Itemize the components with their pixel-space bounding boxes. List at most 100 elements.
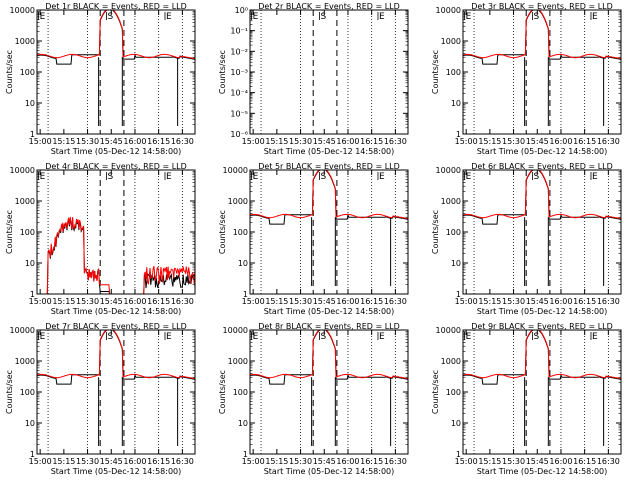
x-tick-label: 15:00 <box>29 137 52 146</box>
event-marker-label: E <box>379 332 385 342</box>
event-marker-label: S <box>108 332 114 342</box>
y-tick-label: 10 <box>25 419 35 428</box>
event-marker-label: S <box>321 172 327 182</box>
x-tick-label: 15:45 <box>526 137 549 146</box>
event-marker-label: S <box>108 172 114 182</box>
y-tick-label: 10 <box>25 259 35 268</box>
x-axis-label: Start Time (05-Dec-12 14:58:00) <box>51 467 182 476</box>
event-marker-label: E <box>592 332 598 342</box>
x-tick-label: 16:00 <box>336 297 359 306</box>
y-tick-label: 10000 <box>10 166 35 175</box>
x-tick-label: 16:30 <box>384 137 407 146</box>
y-axis-label: Counts/sec <box>5 210 14 254</box>
event-marker-label: E <box>592 12 598 22</box>
y-axis-label: Counts/sec <box>431 50 440 94</box>
x-tick-label: 16:30 <box>384 297 407 306</box>
x-tick-label: 16:00 <box>123 297 146 306</box>
y-axis-label: Counts/sec <box>218 370 227 414</box>
x-tick-label: 16:00 <box>123 457 146 466</box>
series-line-lld <box>250 330 408 380</box>
plot-frame <box>249 169 409 295</box>
x-tick-label: 16:15 <box>147 297 170 306</box>
x-tick-label: 16:30 <box>597 457 620 466</box>
x-tick-label: 16:30 <box>384 457 407 466</box>
plot-frame <box>249 329 409 455</box>
x-tick-label: 15:45 <box>526 297 549 306</box>
y-tick-label: 10 <box>451 259 461 268</box>
x-tick-label: 15:45 <box>313 457 336 466</box>
x-tick-label: 16:00 <box>549 297 572 306</box>
event-marker-label: E <box>253 12 259 22</box>
event-marker-label: E <box>40 172 46 182</box>
event-marker-label: E <box>592 172 598 182</box>
x-tick-label: 15:00 <box>242 297 265 306</box>
x-tick-label: 16:15 <box>573 137 596 146</box>
x-tick-label: 16:15 <box>360 297 383 306</box>
x-tick-label: 15:15 <box>265 457 288 466</box>
x-tick-label: 15:30 <box>502 137 525 146</box>
x-tick-label: 16:30 <box>597 297 620 306</box>
series-line-lld <box>37 10 195 60</box>
y-tick-label: 1 <box>243 450 248 459</box>
x-tick-label: 15:30 <box>289 297 312 306</box>
x-tick-label: 16:30 <box>597 137 620 146</box>
x-tick-label: 15:15 <box>52 457 75 466</box>
series-line-lld <box>463 10 621 60</box>
chart-title: Det 8r BLACK = Events, RED = LLD <box>258 322 400 331</box>
y-tick-label: 1 <box>30 450 35 459</box>
y-tick-label: 10 <box>238 419 248 428</box>
series-line-lld <box>250 170 408 220</box>
y-tick-label: 100 <box>20 228 35 237</box>
plot-frame <box>249 9 409 135</box>
x-tick-label: 15:15 <box>265 137 288 146</box>
series-line-lld <box>37 216 195 294</box>
y-tick-label: 10⁻⁵ <box>230 109 248 118</box>
event-marker-label: E <box>40 12 46 22</box>
x-tick-label: 16:30 <box>171 297 194 306</box>
y-tick-label: 10⁰ <box>235 6 248 15</box>
x-tick-label: 15:15 <box>478 457 501 466</box>
y-tick-label: 1000 <box>441 357 461 366</box>
x-tick-label: 16:15 <box>360 457 383 466</box>
event-marker-label: S <box>321 332 327 342</box>
chart-title: Det 4r BLACK = Events, RED = LLD <box>45 162 187 171</box>
y-tick-label: 10⁻⁴ <box>230 89 248 98</box>
event-marker-label: E <box>466 332 472 342</box>
y-tick-label: 10 <box>451 99 461 108</box>
y-axis-label: Counts/sec <box>431 210 440 254</box>
y-tick-label: 10000 <box>10 6 35 15</box>
x-tick-label: 16:00 <box>123 137 146 146</box>
x-tick-label: 15:00 <box>455 457 478 466</box>
x-tick-label: 15:45 <box>526 457 549 466</box>
x-tick-label: 15:30 <box>502 297 525 306</box>
x-tick-label: 15:30 <box>76 297 99 306</box>
event-marker-label: S <box>321 12 327 22</box>
x-tick-label: 16:00 <box>549 457 572 466</box>
x-axis-label: Start Time (05-Dec-12 14:58:00) <box>51 147 182 156</box>
event-marker-label: S <box>534 12 540 22</box>
x-tick-label: 15:00 <box>455 297 478 306</box>
x-tick-label: 15:15 <box>52 137 75 146</box>
x-tick-label: 15:30 <box>289 457 312 466</box>
event-marker-label: E <box>166 172 172 182</box>
y-tick-label: 10000 <box>436 326 461 335</box>
y-tick-label: 1 <box>456 450 461 459</box>
y-tick-label: 100 <box>233 388 248 397</box>
plot-frame <box>36 9 196 135</box>
x-tick-label: 15:30 <box>289 137 312 146</box>
x-tick-label: 15:15 <box>52 297 75 306</box>
x-tick-label: 15:15 <box>265 297 288 306</box>
x-tick-label: 15:00 <box>29 297 52 306</box>
x-axis-label: Start Time (05-Dec-12 14:58:00) <box>264 147 395 156</box>
y-tick-label: 1 <box>30 290 35 299</box>
y-tick-label: 10⁻¹ <box>230 27 248 36</box>
x-tick-label: 16:15 <box>147 457 170 466</box>
event-marker-label: E <box>166 12 172 22</box>
x-tick-label: 15:30 <box>502 457 525 466</box>
x-axis-label: Start Time (05-Dec-12 14:58:00) <box>264 307 395 316</box>
